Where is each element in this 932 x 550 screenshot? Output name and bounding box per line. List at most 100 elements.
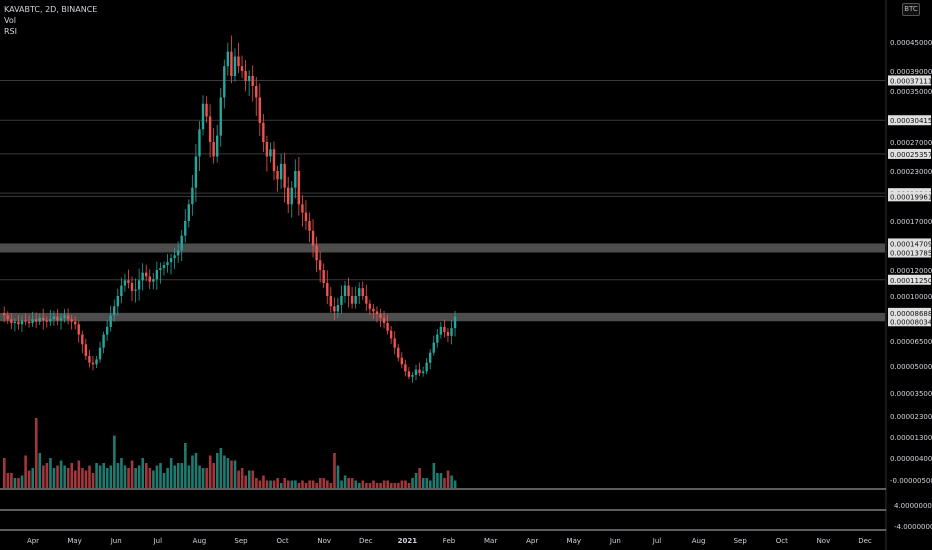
candle-body: [95, 359, 98, 365]
volume-bar: [145, 463, 148, 488]
zone-top-label: 0.00014709: [890, 240, 932, 248]
candle-body: [372, 308, 375, 312]
volume-bar: [91, 473, 95, 488]
volume-bar: [27, 470, 31, 488]
volume-bars: [3, 418, 457, 488]
candle-body: [105, 326, 109, 335]
price-tick-label: 0.00017000: [890, 218, 932, 226]
candle-body: [17, 321, 20, 325]
candle-body: [439, 326, 443, 335]
volume-bar: [223, 455, 226, 488]
time-tick-label: May: [567, 537, 581, 545]
candle-body: [343, 285, 347, 296]
candle-body: [6, 315, 9, 320]
candle-body: [318, 260, 322, 270]
candle-body: [382, 317, 386, 323]
candle-body: [223, 66, 226, 98]
zone-top-label-bg: [888, 307, 931, 318]
time-axis[interactable]: Apr May Jun Jul Aug Sep Oct Nov Dec 2021 Feb Mar Apr…: [27, 537, 872, 545]
volume-bar: [123, 465, 127, 488]
candle-body: [74, 321, 77, 325]
candle-body: [13, 321, 17, 323]
candle-body: [251, 76, 254, 86]
candle-body: [180, 235, 183, 251]
time-tick-label: Sep: [734, 537, 748, 545]
volume-bar: [212, 463, 216, 488]
volume-bar: [333, 453, 336, 488]
volume-bar: [400, 480, 404, 488]
price-tick-label: 0.00006500: [890, 338, 932, 346]
price-tick-label: 0.00001300: [890, 434, 932, 442]
time-tick-label: Apr: [27, 537, 39, 545]
candle-body: [120, 285, 123, 296]
time-tick-label: Aug: [692, 537, 706, 545]
volume-bar: [411, 478, 414, 488]
time-tick-label: Jun: [110, 537, 122, 545]
volume-bar: [397, 483, 400, 488]
candle-body: [91, 362, 95, 365]
volume-bar: [290, 480, 294, 488]
candle-body: [429, 352, 432, 363]
candle-body: [283, 163, 286, 188]
zone-top-label-bg: [888, 238, 931, 249]
volume-bar: [375, 483, 379, 488]
volume-bar: [329, 483, 333, 488]
candle-body: [365, 296, 368, 304]
candle-body: [98, 347, 102, 360]
candle-body: [315, 245, 318, 261]
time-tick-label: Oct: [277, 537, 289, 545]
volume-bar: [382, 480, 386, 488]
level-label: 0.00019961: [890, 193, 932, 201]
volume-bar: [421, 478, 425, 488]
volume-bar: [326, 480, 329, 488]
candle-body: [88, 356, 91, 363]
candle-body: [145, 272, 148, 277]
candle-body: [219, 97, 222, 136]
volume-bar: [308, 480, 311, 488]
volume-bar: [152, 470, 155, 488]
volume-bar: [230, 460, 233, 488]
candle-body: [230, 51, 233, 76]
volume-bar: [120, 458, 123, 488]
candle-body: [329, 296, 332, 307]
volume-bar: [148, 468, 152, 488]
currency-badge[interactable]: BTC: [902, 3, 920, 16]
volume-bar: [414, 473, 418, 488]
volume-bar: [116, 463, 120, 488]
volume-bar: [265, 480, 269, 488]
time-tick-label: Nov: [317, 537, 331, 545]
level-label: 0.00037111: [890, 77, 932, 85]
symbol-label[interactable]: KAVABTC, 2D, BINANCE: [4, 5, 98, 14]
volume-bar: [81, 468, 84, 488]
volume-bar: [95, 463, 98, 488]
volume-bar: [233, 460, 237, 488]
volume-indicator-label[interactable]: Vol: [4, 16, 16, 25]
rsi-tick-label: 4.00000000: [894, 502, 932, 510]
candle-body: [322, 270, 325, 283]
price-axis[interactable]: 0.00045000 0.00039000 0.00035000 0.00027000…: [888, 39, 932, 531]
candle-body: [297, 171, 301, 205]
level-label-bg: [888, 115, 931, 126]
rsi-indicator-label[interactable]: RSI: [4, 27, 17, 36]
candle-body: [66, 315, 70, 320]
candle-body: [141, 272, 144, 281]
volume-bar: [425, 478, 429, 488]
candle-body: [453, 316, 457, 329]
candle-body: [109, 315, 112, 327]
price-tick-label: 0.00035000: [890, 88, 932, 96]
volume-bar: [436, 473, 439, 488]
time-tick-label: Sep: [234, 537, 248, 545]
volume-bar: [155, 465, 159, 488]
candle-body: [63, 315, 66, 318]
volume-bar: [244, 475, 247, 488]
level-label-bg: [888, 148, 931, 159]
volume-bar: [66, 468, 70, 488]
candle-body: [42, 317, 45, 321]
candle-body: [272, 149, 276, 171]
price-tick-label: -0.00000500: [890, 477, 932, 485]
candle-body: [411, 375, 414, 377]
volume-bar: [201, 468, 205, 488]
price-tick-label: 0.00045000: [890, 39, 932, 47]
